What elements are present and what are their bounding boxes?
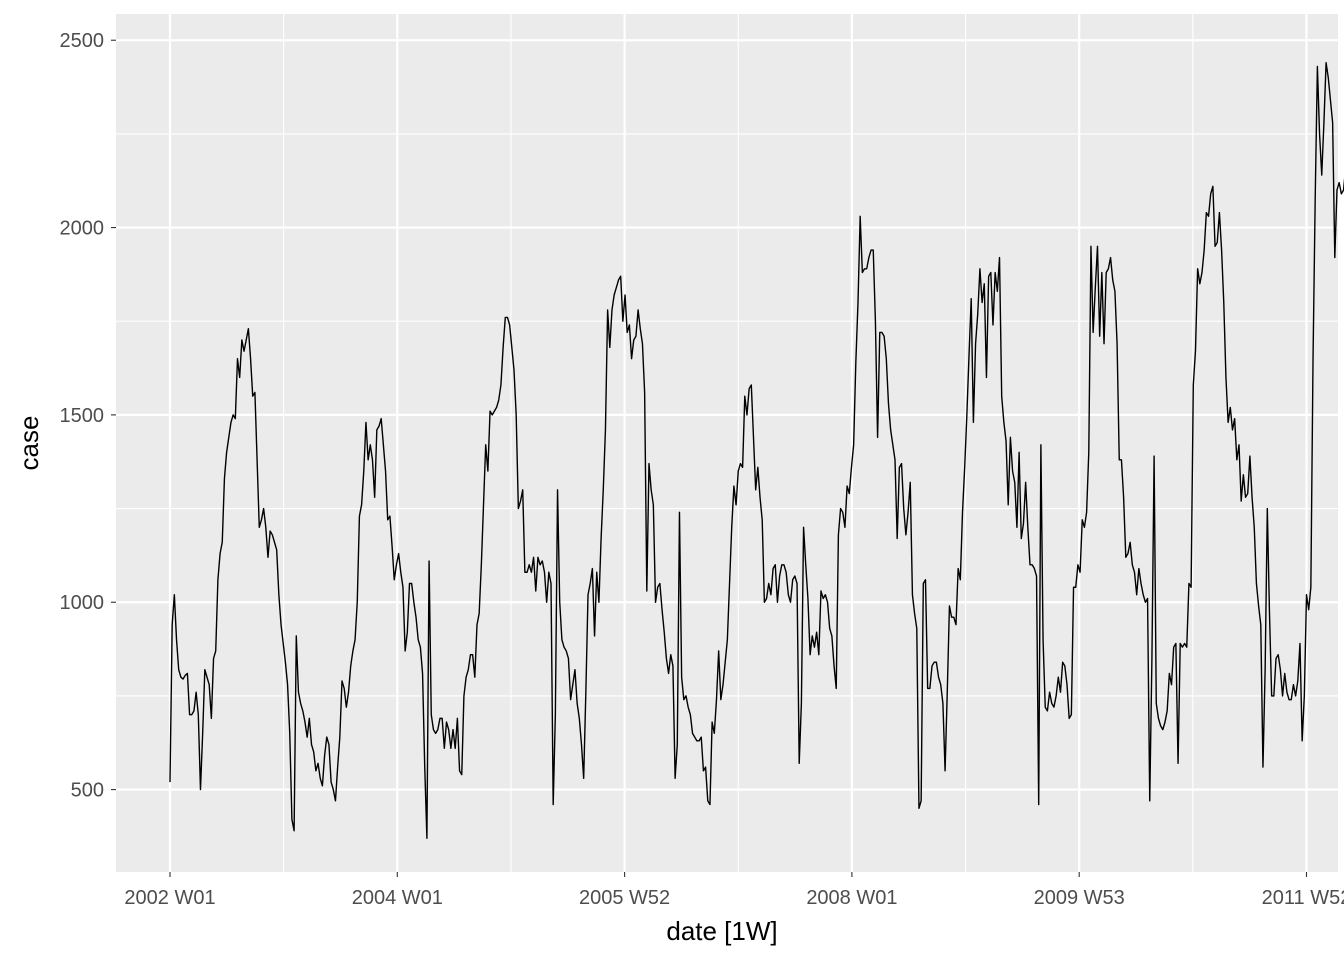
x-tick-label: 2008 W01 <box>806 887 897 909</box>
x-tick-label: 2005 W52 <box>579 887 670 909</box>
y-tick-label: 1500 <box>60 405 105 427</box>
x-tick-label: 2004 W01 <box>352 887 443 909</box>
x-axis-title: date [1W] <box>666 916 777 946</box>
y-axis: 500 1000 1500 2000 2500 <box>60 30 116 802</box>
x-tick-label: 2002 W01 <box>124 887 215 909</box>
major-grid <box>116 14 1338 872</box>
x-axis: 2002 W01 2004 W01 2005 W52 2008 W01 2009 W53… <box>124 872 1344 909</box>
x-tick-label: 2009 W53 <box>1034 887 1125 909</box>
y-tick-label: 500 <box>71 780 104 802</box>
x-tick-label: 2011 W52 <box>1262 887 1344 909</box>
y-axis-title: case <box>14 416 44 471</box>
y-tick-label: 2500 <box>60 30 105 52</box>
series-line <box>169 62 1344 839</box>
y-tick-label: 1000 <box>60 592 105 614</box>
plot-panel <box>116 14 1338 872</box>
y-tick-label: 2000 <box>60 218 105 240</box>
